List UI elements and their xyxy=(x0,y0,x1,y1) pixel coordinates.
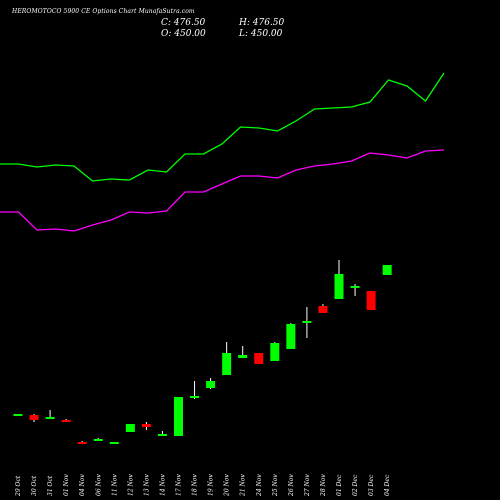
candle-body-up xyxy=(174,397,183,436)
candle-1 xyxy=(13,414,23,416)
x-tick-label: 14 Nov xyxy=(159,474,166,496)
x-tick-label: 04 Dec xyxy=(384,474,391,496)
candle-14 xyxy=(222,342,232,375)
candle-15 xyxy=(238,346,248,358)
candle-body-down xyxy=(29,415,39,420)
candle-7 xyxy=(109,442,119,444)
candle-24 xyxy=(382,265,392,275)
candle-20 xyxy=(318,304,328,313)
candle-layer xyxy=(13,260,392,444)
candle-body-up xyxy=(350,286,360,288)
candle-10 xyxy=(157,431,167,436)
x-tick-label: 20 Nov xyxy=(224,474,231,497)
x-tick-label: 30 Oct xyxy=(31,475,38,496)
x-tick-label: 12 Nov xyxy=(127,474,134,496)
candle-8 xyxy=(125,424,135,432)
candle-body-up xyxy=(206,381,216,388)
x-tick-label: 24 Nov xyxy=(256,474,263,497)
candle-12 xyxy=(190,381,200,399)
candle-3 xyxy=(45,410,55,419)
candle-body-up xyxy=(238,355,248,358)
candle-9 xyxy=(141,422,151,430)
candle-body-up xyxy=(45,417,55,419)
candle-23 xyxy=(366,291,376,310)
x-tick-label: 21 Nov xyxy=(240,474,247,497)
chart-title: HEROMOTOCO 5900 CE Options Chart MunafaS… xyxy=(12,8,195,15)
close-value: C: 476.50 xyxy=(161,18,206,28)
candle-16 xyxy=(254,353,264,364)
candle-body-up xyxy=(286,324,296,349)
candle-13 xyxy=(206,378,216,389)
x-tick-label: 31 Oct xyxy=(47,475,54,496)
upper-band-line xyxy=(0,72,445,182)
candle-body-up xyxy=(125,424,135,432)
candle-body-down xyxy=(366,291,376,310)
candle-6 xyxy=(93,438,103,441)
candle-body-down xyxy=(141,424,151,427)
x-tick-label: 13 Nov xyxy=(143,474,150,496)
candle-2 xyxy=(29,414,39,422)
middle-band-line xyxy=(0,149,445,232)
candle-body-up xyxy=(270,343,280,361)
candle-body-down xyxy=(254,353,264,364)
candle-19 xyxy=(302,307,312,338)
high-value: H: 476.50 xyxy=(239,18,285,28)
band-layer xyxy=(0,72,445,232)
x-tick-label: 04 Nov xyxy=(79,474,86,496)
candle-body-up xyxy=(334,274,344,299)
x-tick-label: 26 Nov xyxy=(288,474,295,497)
candle-body-down xyxy=(318,306,328,313)
x-tick-label: 01 Nov xyxy=(63,474,70,496)
x-tick-label: 29 Oct xyxy=(15,475,22,497)
low-value: L: 450.00 xyxy=(239,29,283,39)
x-tick-label: 18 Nov xyxy=(192,474,199,496)
candle-21 xyxy=(334,260,344,299)
candle-body-up xyxy=(222,353,232,375)
candle-18 xyxy=(286,323,296,349)
candle-17 xyxy=(270,342,280,361)
x-tick-label: 27 Nov xyxy=(304,474,311,497)
candle-body-up xyxy=(157,434,167,436)
candle-body-up xyxy=(13,414,23,416)
x-tick-label: 28 Nov xyxy=(320,474,327,497)
x-tick-label: 11 Nov xyxy=(111,474,118,496)
candle-body-up xyxy=(109,442,119,444)
open-value: O: 450.00 xyxy=(161,29,206,39)
candle-body-up xyxy=(190,396,200,398)
x-tick-label: 03 Dec xyxy=(368,474,375,496)
x-tick-label: 17 Nov xyxy=(176,474,183,496)
candle-body-down xyxy=(61,420,71,422)
candle-body-down xyxy=(77,442,87,444)
candle-22 xyxy=(350,284,360,296)
candle-body-up xyxy=(302,321,312,323)
x-tick-label: 02 Dec xyxy=(352,474,359,496)
x-tick-label: 06 Nov xyxy=(95,474,102,496)
candle-4 xyxy=(61,419,71,422)
x-tick-label: 25 Nov xyxy=(272,474,279,497)
candle-body-up xyxy=(93,439,103,441)
x-tick-label: 19 Nov xyxy=(208,474,215,496)
x-axis: 29 Oct 30 Oct 31 Oct 01 Nov 04 Nov 06 Nov 11 N… xyxy=(15,474,391,497)
candle-11 xyxy=(174,397,183,436)
candle-body-up xyxy=(382,265,392,275)
x-tick-label: 01 Dec xyxy=(336,474,343,496)
candle-5 xyxy=(77,441,87,444)
